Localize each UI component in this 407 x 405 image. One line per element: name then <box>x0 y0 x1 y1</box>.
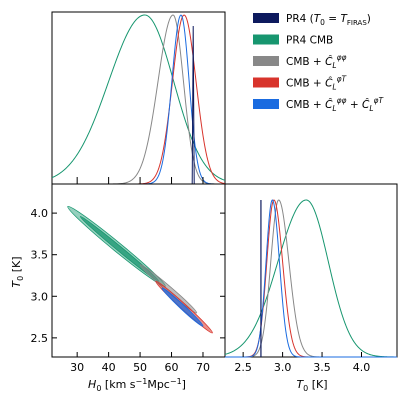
t0-curve-pr4_cmb <box>224 199 398 358</box>
legend-swatch-pr4_cmb <box>253 34 279 45</box>
legend-label-cmb_pp: CMB + ĈLφφ <box>286 53 347 70</box>
h0-curve-pr4-firas <box>191 25 195 185</box>
legend-swatch-cmb_both <box>253 99 279 109</box>
t0-x-tick-label: 3.5 <box>313 361 331 374</box>
legend-label-cmb_both: CMB + ĈLφφ + ĈLφT <box>286 96 384 113</box>
contour-cmb-pp <box>139 264 198 314</box>
h0-marginal-panel <box>51 11 226 185</box>
h0-t0-contour-panel: 30 40 50 60 70 2.5 3.0 3.5 4.0 <box>31 183 226 374</box>
legend-swatch-cmb_pp <box>253 56 279 66</box>
h0-panel-frame <box>51 11 226 185</box>
legend-label-cmb_pt: CMB + ĈLφT <box>286 75 348 92</box>
legend-swatch-pr4_firas <box>253 13 279 23</box>
x-axis-label-t0: T0 [K] <box>296 378 327 393</box>
contour-cmb-both <box>161 287 204 327</box>
h0-curve-cmb_pp <box>52 14 225 185</box>
axis-labels: H0 [km s−1Mpc−1] T0 [K] T0 [K] <box>10 256 328 393</box>
t0-x-tick-label: 4.0 <box>353 361 371 374</box>
h0-tick-label: 60 <box>165 361 179 374</box>
h0-tick-label: 70 <box>196 361 210 374</box>
t0-x-tick-label: 3.0 <box>274 361 292 374</box>
t0-y-tick-label: 3.5 <box>31 249 49 262</box>
t0-panel-frame <box>224 183 398 358</box>
h0-curve-cmb_pt <box>52 14 226 185</box>
h0-tick-label: 30 <box>70 361 84 374</box>
contour-panel-frame <box>51 183 226 358</box>
t0-marginal-panel: 2.5 3.0 3.5 4.0 <box>224 183 398 374</box>
t0-y-tick-label: 4.0 <box>31 207 49 220</box>
t0-x-tick-label: 2.5 <box>234 361 252 374</box>
legend-label-pr4_cmb: PR4 CMB <box>286 35 333 47</box>
t0-curve-cmb_both <box>225 199 397 358</box>
h0-curve-cmb_both <box>52 14 225 185</box>
h0-curve-pr4_cmb <box>51 14 226 181</box>
t0-y-tick-label: 3.0 <box>31 290 49 303</box>
t0-y-tick-label: 2.5 <box>31 332 49 345</box>
x-axis-label-h0: H0 [km s−1Mpc−1] <box>88 377 186 393</box>
h0-tick-label: 40 <box>102 361 116 374</box>
y-axis-label-t0: T0 [K] <box>10 256 25 287</box>
legend: PR4 (T0 = TFIRAS) PR4 CMB CMB + ĈLφφ CMB … <box>253 13 384 113</box>
legend-swatch-cmb_pt <box>253 77 279 88</box>
h0-tick-label: 50 <box>133 361 147 374</box>
legend-label-pr4_firas: PR4 (T0 = TFIRAS) <box>286 13 371 27</box>
